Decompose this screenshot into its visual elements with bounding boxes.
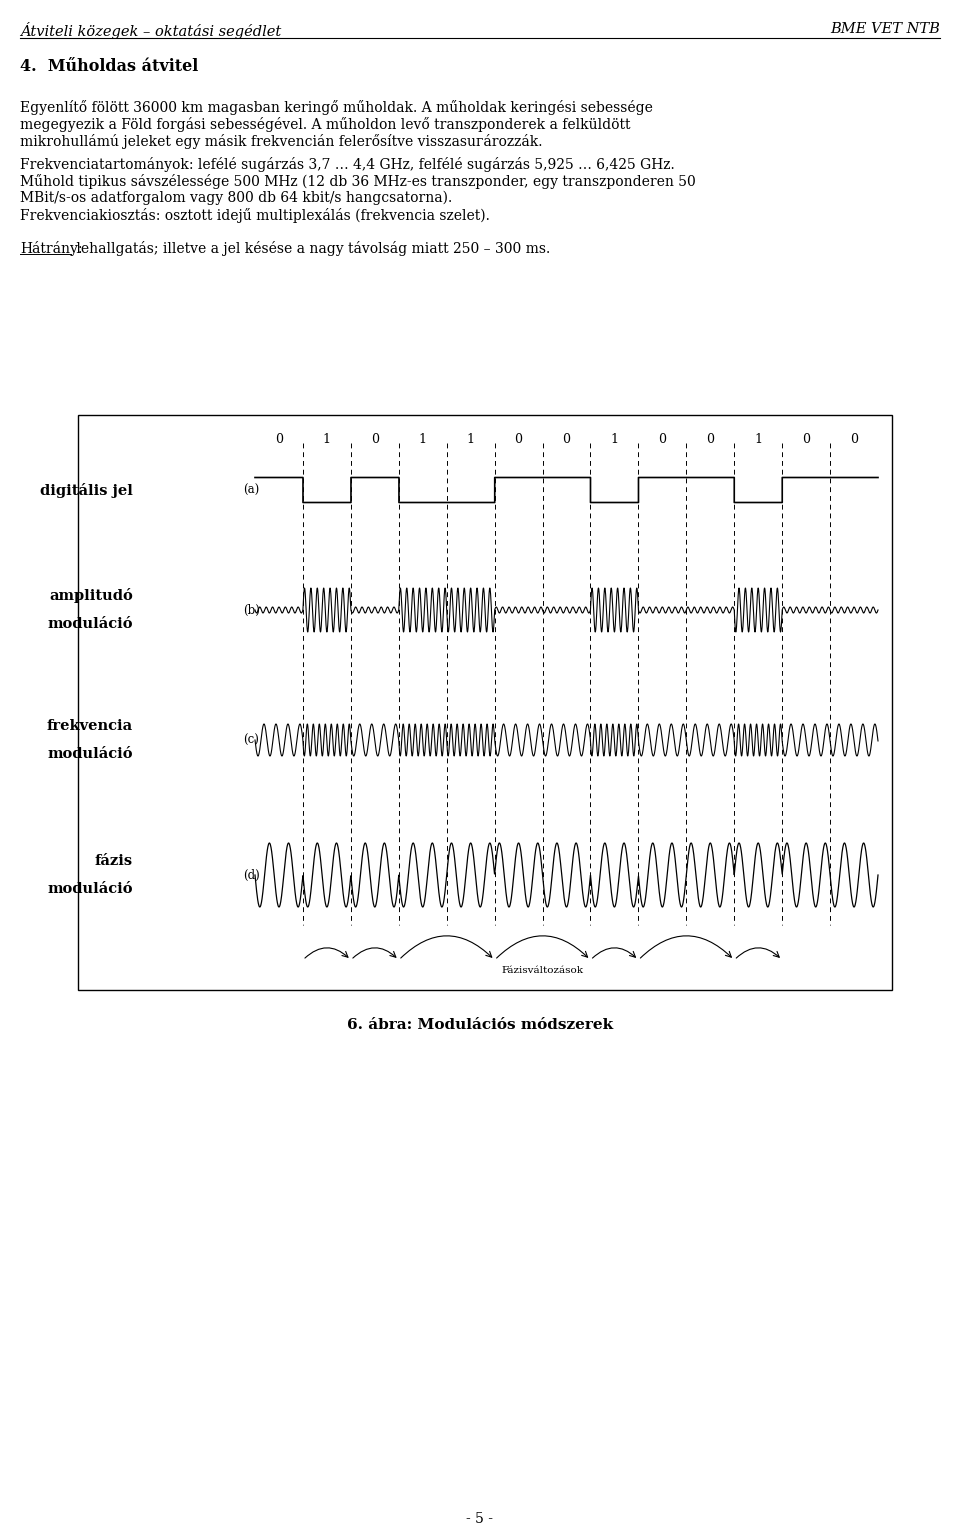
Text: (c): (c)	[243, 733, 259, 747]
Text: Frekvenciatartományok: lefélé sugárzás 3,7 … 4,4 GHz, felfélé sugárzás 5,925 … 6: Frekvenciatartományok: lefélé sugárzás 3…	[20, 157, 675, 173]
Text: (a): (a)	[243, 483, 259, 497]
Text: 0: 0	[707, 432, 714, 446]
Text: 4.  Műholdas átvitel: 4. Műholdas átvitel	[20, 58, 199, 75]
Text: 0: 0	[275, 432, 283, 446]
Text: 1: 1	[323, 432, 331, 446]
Text: amplitudó: amplitudó	[49, 588, 133, 604]
Text: 1: 1	[467, 432, 474, 446]
Text: fázis: fázis	[95, 854, 133, 868]
Text: MBit/s-os adatforgalom vagy 800 db 64 kbit/s hangcsatorna).: MBit/s-os adatforgalom vagy 800 db 64 kb…	[20, 191, 452, 205]
Text: (d): (d)	[243, 868, 260, 882]
Text: Műhold tipikus sávszélessége 500 MHz (12 db 36 MHz-es transzponder, egy transzpo: Műhold tipikus sávszélessége 500 MHz (12…	[20, 174, 696, 189]
Bar	[78, 416, 892, 990]
Text: 1: 1	[755, 432, 762, 446]
Text: moduláció: moduláció	[47, 617, 133, 631]
Text: Fázisváltozások: Fázisváltozások	[501, 966, 584, 975]
Text: - 5 -: - 5 -	[467, 1513, 493, 1526]
Text: lehallgatás; illetve a jel késése a nagy távolság miatt 250 – 300 ms.: lehallgatás; illetve a jel késése a nagy…	[72, 241, 550, 257]
Text: 0: 0	[515, 432, 522, 446]
Text: Átviteli közegek – oktatási segédlet: Átviteli közegek – oktatási segédlet	[20, 21, 281, 40]
Text: moduláció: moduláció	[47, 882, 133, 895]
Text: 1: 1	[419, 432, 427, 446]
Text: 1: 1	[611, 432, 618, 446]
Text: 0: 0	[659, 432, 666, 446]
Text: 6. ábra: Modulációs módszerek: 6. ábra: Modulációs módszerek	[347, 1018, 613, 1031]
Text: 0: 0	[563, 432, 570, 446]
Text: 0: 0	[803, 432, 810, 446]
Text: Hátrány:: Hátrány:	[20, 241, 83, 257]
Text: 0: 0	[371, 432, 379, 446]
Text: moduláció: moduláció	[47, 747, 133, 761]
Text: Egyenlítő fölött 36000 km magasban keringő műholdak. A műholdak keringési sebess: Egyenlítő fölött 36000 km magasban kerin…	[20, 99, 653, 115]
Text: mikrohullámú jeleket egy másik frekvencián felerősítve visszasuгározzák.: mikrohullámú jeleket egy másik frekvenci…	[20, 134, 542, 150]
Text: (b): (b)	[243, 604, 260, 616]
Text: Frekvenciakiosztás: osztott idejű multiplexálás (frekvencia szelet).: Frekvenciakiosztás: osztott idejű multip…	[20, 208, 490, 223]
Text: 0: 0	[850, 432, 858, 446]
Text: digitális jel: digitális jel	[40, 483, 133, 498]
Text: frekvencia: frekvencia	[47, 720, 133, 733]
Text: BME VET NTB: BME VET NTB	[830, 21, 940, 37]
Text: megegyezik a Föld forgási sebességével. A műholdon levő transzponderek a felküld: megegyezik a Föld forgási sebességével. …	[20, 118, 631, 131]
